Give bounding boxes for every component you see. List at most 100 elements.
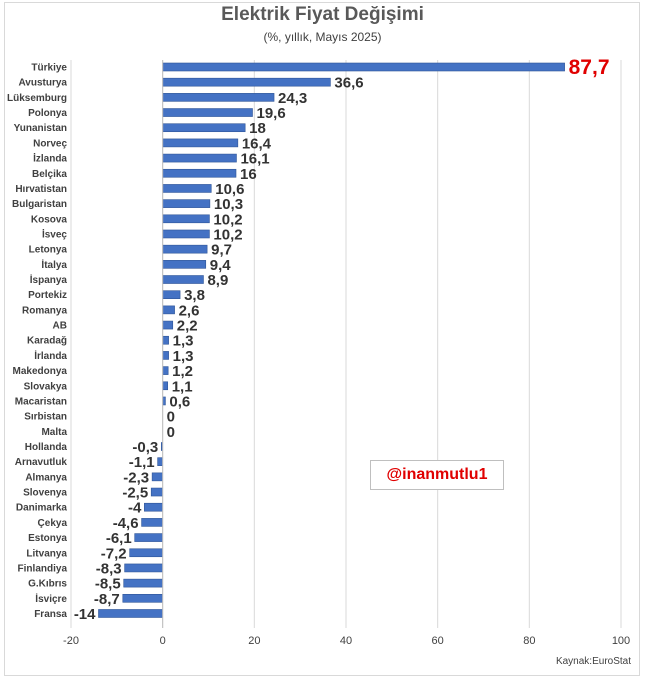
category-label: Bulgaristan [12, 199, 67, 210]
value-label: 0 [167, 409, 175, 426]
bar [141, 518, 163, 527]
category-label: Malta [41, 427, 67, 438]
x-tick-label: 100 [612, 635, 630, 647]
category-label: Belçika [32, 169, 67, 180]
bar [162, 351, 169, 360]
value-label: -4 [128, 500, 142, 517]
value-label: 2,2 [177, 318, 198, 335]
bar [162, 320, 174, 330]
value-label: 87,7 [569, 56, 610, 79]
category-label: Litvanya [26, 548, 67, 559]
value-label: -2,5 [122, 485, 148, 502]
category-label: AB [53, 321, 67, 332]
bar [162, 138, 239, 148]
value-label: 16 [240, 166, 257, 183]
category-label: Portekiz [28, 290, 67, 301]
bar [162, 381, 169, 391]
bar [162, 290, 181, 300]
value-label: 10,6 [215, 181, 244, 198]
bar [162, 244, 208, 254]
value-label: -8,5 [95, 576, 121, 593]
bar [129, 548, 163, 558]
value-label: 9,7 [211, 242, 232, 259]
watermark-handle: @inanmutlu1 [370, 460, 504, 490]
bar [157, 457, 163, 466]
chart-title: Elektrik Fiyat Değişimi [221, 4, 424, 25]
category-label: Almanya [25, 472, 67, 483]
value-label: 0 [167, 424, 175, 441]
value-label: 1,3 [173, 348, 194, 365]
bar [162, 305, 175, 315]
x-tick-label: 80 [523, 635, 535, 647]
category-label: İzlanda [33, 152, 67, 165]
category-label: Estonya [28, 533, 67, 544]
category-label: Norveç [33, 138, 67, 149]
bar [144, 502, 163, 512]
category-label: Avusturya [18, 78, 67, 89]
value-label: -4,6 [113, 515, 139, 532]
category-label: Çekya [38, 518, 68, 529]
category-label: Slovenya [23, 488, 67, 499]
category-label: Kosova [31, 214, 68, 225]
x-tick-label: 60 [432, 635, 444, 647]
category-label: İsviçre [35, 592, 67, 605]
bar [123, 578, 163, 588]
bar [122, 593, 163, 603]
bar [162, 108, 253, 117]
category-label: Arnavutluk [15, 457, 68, 468]
category-label: İtalya [41, 258, 67, 271]
value-label: 8,9 [207, 272, 228, 289]
bar [162, 168, 237, 178]
value-label: -8,7 [94, 591, 120, 608]
bar [162, 366, 169, 375]
bar [134, 533, 163, 542]
category-label: Hollanda [25, 442, 68, 453]
bar [162, 184, 212, 193]
value-label: 10,3 [214, 196, 243, 213]
category-label: Makedonya [13, 366, 68, 377]
value-label: 16,1 [240, 151, 269, 168]
category-label: Slovakya [24, 381, 68, 392]
bar [124, 563, 163, 573]
category-label: Türkiye [31, 63, 67, 74]
x-tick-label: -20 [63, 635, 79, 647]
bar [162, 93, 275, 102]
bar [162, 123, 246, 133]
value-label: 1,1 [172, 378, 193, 395]
category-label: Karadağ [27, 336, 67, 347]
value-label: 10,2 [213, 211, 242, 228]
bar [162, 214, 210, 224]
bar [162, 153, 237, 163]
value-label: 18 [249, 120, 266, 137]
category-label: Yunanistan [14, 123, 67, 134]
chart-subtitle: (%, yıllık, Mayıs 2025) [263, 30, 382, 44]
value-label: -2,3 [123, 469, 149, 486]
bar [151, 472, 163, 482]
bar [162, 260, 207, 269]
x-tick-label: 20 [248, 635, 260, 647]
bar [162, 62, 565, 72]
category-label: G.Kıbrıs [28, 579, 67, 590]
value-label: 10,2 [213, 226, 242, 243]
bar [162, 77, 331, 87]
bar [98, 609, 163, 618]
category-label: Hırvatistan [15, 184, 67, 195]
value-label: 36,6 [334, 75, 363, 92]
bar [150, 487, 163, 497]
value-label: 1,2 [172, 363, 193, 380]
category-label: Sırbistan [24, 412, 67, 423]
bar [162, 229, 210, 239]
category-label: İspanya [30, 273, 68, 286]
value-label: -8,3 [96, 560, 122, 577]
value-label: 3,8 [184, 287, 205, 304]
category-label: Macaristan [15, 396, 67, 407]
category-label: Lüksemburg [7, 93, 67, 104]
category-label: Letonya [29, 245, 68, 256]
category-label: Danimarka [16, 503, 68, 514]
category-label: Polonya [28, 108, 67, 119]
category-label: İsveç [42, 227, 67, 240]
x-tick-label: 0 [160, 635, 166, 647]
value-label: 24,3 [278, 90, 307, 107]
value-label: -7,2 [101, 545, 127, 562]
value-label: 16,4 [242, 135, 272, 152]
